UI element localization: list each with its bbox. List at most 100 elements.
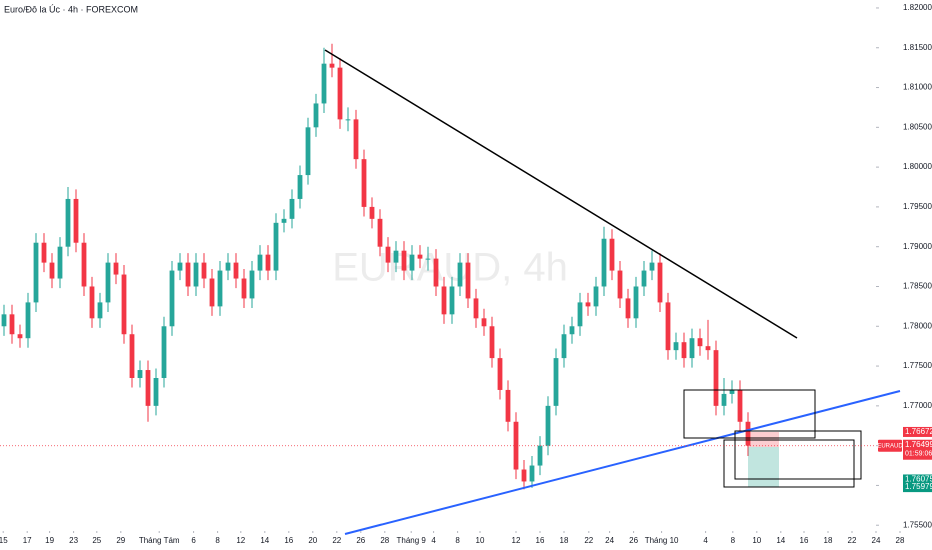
candle-body — [1, 314, 7, 327]
candle-body — [329, 63, 335, 68]
x-tick-label: 14 — [776, 536, 785, 545]
x-tick-label: 10 — [752, 536, 761, 545]
candle-body — [225, 262, 231, 271]
price-label: 1.75979 — [905, 482, 932, 491]
y-tick-label: 1.79500 — [903, 202, 932, 211]
candle-body — [465, 262, 471, 299]
y-tick-label: 1.81000 — [903, 83, 932, 92]
candle-body — [393, 250, 399, 263]
candle-body — [505, 389, 511, 422]
candle-body — [537, 445, 543, 466]
x-tick-label: Tháng Tám — [139, 536, 180, 545]
candle-body — [705, 346, 711, 351]
candle-body — [105, 262, 111, 303]
candle-body — [601, 238, 607, 287]
y-tick-label: 1.81500 — [903, 43, 932, 52]
price-badge — [903, 482, 932, 493]
price-label: 1.76499 — [905, 440, 932, 449]
candle-body — [233, 262, 239, 279]
y-tick-label: 1.80500 — [903, 122, 932, 131]
candle-body — [481, 318, 487, 327]
candle-body — [745, 421, 751, 446]
candle-body — [593, 286, 599, 307]
candle-body — [57, 246, 63, 279]
y-tick-label: 1.78000 — [903, 321, 932, 330]
candle-body — [217, 270, 223, 307]
x-tick-label: 20 — [308, 536, 317, 545]
candle-body — [113, 262, 119, 275]
candle-body — [313, 103, 319, 128]
candle-body — [433, 258, 439, 287]
candle-body — [497, 358, 503, 390]
candle-body — [369, 206, 375, 219]
candle-body — [185, 262, 191, 287]
candle-body — [545, 405, 551, 446]
candle-body — [473, 298, 479, 319]
price-badge — [903, 439, 932, 460]
trend-line — [344, 390, 901, 535]
candle-body — [457, 262, 463, 287]
candle-body — [65, 198, 71, 247]
candle-body — [449, 286, 455, 315]
x-tick-label: 17 — [23, 536, 32, 545]
candle-body — [353, 119, 359, 160]
candle-body — [297, 175, 303, 199]
x-tick-label: 24 — [872, 536, 881, 545]
candle-body — [377, 218, 383, 247]
candle-body — [681, 342, 687, 359]
x-tick-label: 6 — [191, 536, 196, 545]
candle-body — [401, 250, 407, 271]
x-tick-label: 24 — [605, 536, 614, 545]
candle-body — [161, 326, 167, 379]
plot — [1, 43, 751, 490]
candle-body — [641, 270, 647, 287]
candle-body — [609, 238, 615, 271]
x-tick-label: 15 — [0, 536, 8, 545]
candle-body — [273, 222, 279, 271]
price-badge — [903, 474, 932, 485]
chart-title: Euro/Đô la Úc · 4h · FOREXCOM — [4, 4, 138, 14]
candle-body — [25, 302, 31, 339]
candle-body — [617, 270, 623, 299]
candle-body — [361, 159, 367, 207]
x-tick-label: 25 — [92, 536, 101, 545]
candle-body — [569, 326, 575, 335]
y-tick-label: 1.77000 — [903, 401, 932, 410]
candle-body — [201, 262, 207, 279]
candle-body — [633, 286, 639, 319]
target-zone — [748, 447, 779, 487]
candle-body — [265, 254, 271, 271]
candle-body — [81, 242, 87, 287]
trend-line — [324, 49, 798, 339]
candle-body — [577, 302, 583, 327]
candle-body — [169, 270, 175, 327]
x-tick-label: 18 — [560, 536, 569, 545]
candle-body — [561, 334, 567, 359]
x-tick-label: 10 — [476, 536, 485, 545]
candle-body — [41, 242, 47, 263]
candle-body — [249, 270, 255, 299]
x-tick-label: 4 — [703, 536, 708, 545]
y-tick-label: 1.78500 — [903, 282, 932, 291]
x-tick-label: Tháng 9 — [397, 536, 427, 545]
candle-body — [625, 298, 631, 319]
x-tick-label: Tháng 10 — [645, 536, 679, 545]
candle-body — [385, 246, 391, 263]
zone-box — [683, 389, 816, 439]
y-tick-label: 1.82000 — [903, 3, 932, 12]
candle-body — [193, 262, 199, 287]
candle-body — [17, 334, 23, 339]
candle-body — [89, 286, 95, 319]
x-tick-label: 28 — [896, 536, 905, 545]
x-tick-label: 16 — [800, 536, 809, 545]
x-tick-label: 22 — [848, 536, 857, 545]
candle-body — [9, 314, 15, 335]
symbol-label: EURAUD — [877, 443, 903, 449]
candle-body — [337, 67, 343, 120]
x-tick-label: 23 — [69, 536, 78, 545]
zone-box — [723, 439, 855, 488]
candle-body — [585, 302, 591, 307]
x-tick-label: 8 — [731, 536, 736, 545]
x-tick-label: 28 — [380, 536, 389, 545]
x-tick-label: 12 — [236, 536, 245, 545]
